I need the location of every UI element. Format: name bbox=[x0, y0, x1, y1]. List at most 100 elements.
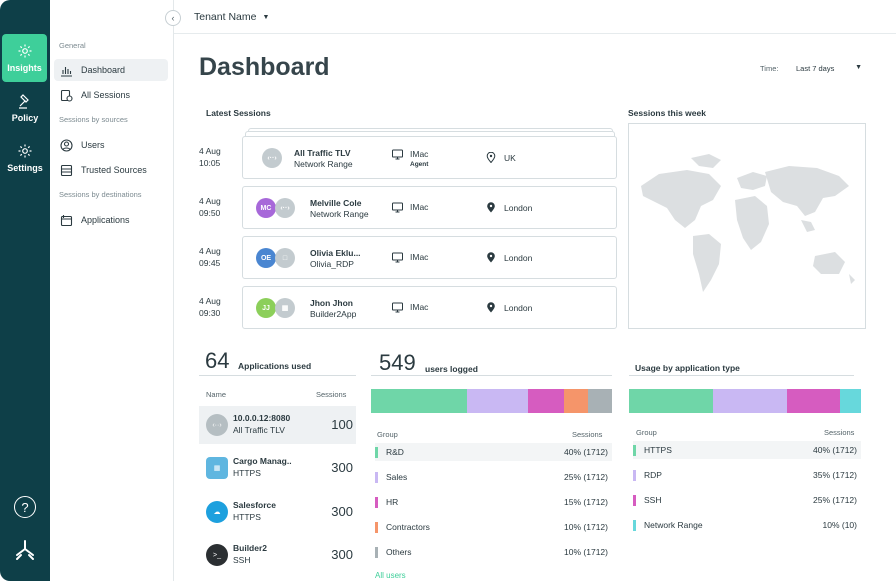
list-item[interactable]: Contractors 10% (1712) bbox=[375, 518, 612, 536]
session-sub: Network Range bbox=[310, 209, 369, 219]
device-name: IMac bbox=[410, 252, 429, 262]
session-card[interactable]: OE □ Olivia Eklu... Olivia_RDP IMac Lond… bbox=[242, 236, 617, 279]
chevron-left-icon: ‹ bbox=[171, 13, 175, 23]
bar-segment bbox=[839, 389, 861, 413]
device-name: IMac bbox=[410, 302, 429, 312]
legend-swatch bbox=[375, 446, 378, 458]
sidebar-item-label: Trusted Sources bbox=[81, 165, 147, 175]
applications-icon bbox=[60, 214, 73, 226]
world-map-icon bbox=[641, 154, 855, 292]
sidebar-item-dashboard[interactable]: Dashboard bbox=[54, 59, 168, 81]
session-device: IMac Agent bbox=[392, 149, 428, 168]
app-count: 100 bbox=[331, 417, 353, 432]
group-label: Network Range bbox=[644, 520, 703, 530]
device-name: IMac bbox=[410, 149, 429, 159]
location-pin-icon bbox=[487, 202, 495, 213]
sessions-week-title: Sessions this week bbox=[628, 108, 706, 118]
app-sub: SSH bbox=[233, 555, 251, 565]
legend-swatch bbox=[375, 546, 378, 558]
list-item[interactable]: RDP 35% (1712) bbox=[633, 466, 861, 484]
bar-segment bbox=[527, 389, 564, 413]
list-item[interactable]: HTTPS 40% (1712) bbox=[633, 441, 861, 459]
session-sub: Olivia_RDP bbox=[310, 259, 354, 269]
sidebar-item-trusted-sources[interactable]: Trusted Sources bbox=[54, 159, 168, 181]
all-users-link[interactable]: All users bbox=[375, 571, 406, 580]
list-item[interactable]: Sales 25% (1712) bbox=[375, 468, 612, 486]
session-device: IMac bbox=[392, 252, 428, 263]
session-name: Melville Cole bbox=[310, 198, 362, 208]
sidebar-item-applications[interactable]: Applications bbox=[54, 209, 168, 231]
group-label: RDP bbox=[644, 470, 662, 480]
group-label: Contractors bbox=[386, 522, 430, 532]
app-name: Cargo Manag.. bbox=[233, 456, 292, 466]
group-value: 10% (10) bbox=[822, 520, 858, 530]
sidebar-heading-general: General bbox=[59, 41, 86, 50]
logo bbox=[16, 540, 34, 560]
session-card[interactable]: ‹··› All Traffic TLV Network Range IMac … bbox=[242, 136, 617, 179]
session-datetime: 4 Aug 09:50 bbox=[199, 195, 221, 219]
list-item[interactable]: HR 15% (1712) bbox=[375, 493, 612, 511]
app-count: 300 bbox=[331, 460, 353, 475]
group-value: 35% (1712) bbox=[813, 470, 857, 480]
bar-segment bbox=[629, 389, 714, 413]
time-range-select[interactable]: Last 7 days ▼ bbox=[796, 64, 862, 73]
device-tag: Agent bbox=[410, 161, 429, 168]
app-name: Salesforce bbox=[233, 500, 276, 510]
gear-icon bbox=[18, 144, 32, 158]
app-count: 300 bbox=[331, 547, 353, 562]
rail-label-settings: Settings bbox=[7, 163, 43, 173]
session-device: IMac bbox=[392, 202, 428, 213]
list-item[interactable]: SSH 25% (1712) bbox=[633, 491, 861, 509]
session-name: Olivia Eklu... bbox=[310, 248, 361, 258]
group-label: HR bbox=[386, 497, 399, 507]
list-item[interactable]: Others 10% (1712) bbox=[375, 543, 612, 561]
avatar: OE bbox=[256, 248, 276, 268]
rail-item-policy[interactable]: Policy bbox=[0, 84, 50, 132]
bar-segment bbox=[713, 389, 788, 413]
session-name: Jhon Jhon bbox=[310, 298, 353, 308]
session-card[interactable]: JJ ▦ Jhon Jhon Builder2App IMac London bbox=[242, 286, 617, 329]
users-label: users logged bbox=[425, 364, 478, 374]
list-item[interactable]: R&D 40% (1712) bbox=[375, 443, 612, 461]
session-name: All Traffic TLV bbox=[294, 148, 351, 158]
tenant-selector[interactable]: Tenant Name ▼ bbox=[194, 11, 269, 23]
avatar: MC bbox=[256, 198, 276, 218]
table-row[interactable]: ▦ Cargo Manag.. HTTPS 300 bbox=[199, 449, 356, 487]
users-stacked-bar bbox=[371, 389, 612, 413]
list-item[interactable]: Network Range 10% (10) bbox=[633, 516, 861, 534]
network-icon: ‹··› bbox=[206, 414, 228, 436]
legend-swatch bbox=[633, 494, 636, 506]
session-card[interactable]: MC ‹··› Melville Cole Network Range IMac… bbox=[242, 186, 617, 229]
session-time: 09:30 bbox=[199, 308, 221, 318]
users-count: 549 bbox=[379, 350, 416, 375]
applications-label: Applications used bbox=[238, 361, 312, 371]
session-date: 4 Aug bbox=[199, 146, 221, 156]
table-row[interactable]: ‹··› 10.0.0.12:8080 All Traffic TLV 100 bbox=[199, 406, 356, 444]
rail-item-settings[interactable]: Settings bbox=[0, 134, 50, 182]
network-icon: ‹··› bbox=[275, 198, 295, 218]
table-row[interactable]: >_ Builder2 SSH 300 bbox=[199, 536, 356, 574]
group-value: 10% (1712) bbox=[564, 522, 608, 532]
divider bbox=[199, 375, 356, 376]
sidebar-item-users[interactable]: Users bbox=[54, 134, 168, 156]
help-icon[interactable]: ? bbox=[14, 496, 36, 518]
group-label: SSH bbox=[644, 495, 662, 505]
group-label: Others bbox=[386, 547, 412, 557]
bar-chart-icon bbox=[61, 66, 72, 77]
sidebar-item-all-sessions[interactable]: All Sessions bbox=[54, 84, 168, 106]
session-time: 10:05 bbox=[199, 158, 221, 168]
table-row[interactable]: ☁ Salesforce HTTPS 300 bbox=[199, 493, 356, 531]
group-label: Sales bbox=[386, 472, 408, 482]
rail-item-insights[interactable]: Insights bbox=[2, 34, 47, 82]
session-location: London bbox=[486, 302, 532, 313]
monitor-icon bbox=[392, 252, 403, 263]
sidebar: General Dashboard All Sessions Sessions … bbox=[50, 0, 174, 581]
latest-sessions-title: Latest Sessions bbox=[206, 108, 271, 118]
user-icon bbox=[60, 138, 73, 152]
collapse-sidebar-button[interactable]: ‹ bbox=[165, 10, 181, 26]
sidebar-item-label: Dashboard bbox=[81, 65, 126, 75]
app-sub: All Traffic TLV bbox=[233, 425, 285, 435]
col-header-sessions: Sessions bbox=[824, 428, 855, 437]
location-name: London bbox=[504, 252, 533, 263]
remote-desktop-icon: □ bbox=[275, 248, 295, 268]
